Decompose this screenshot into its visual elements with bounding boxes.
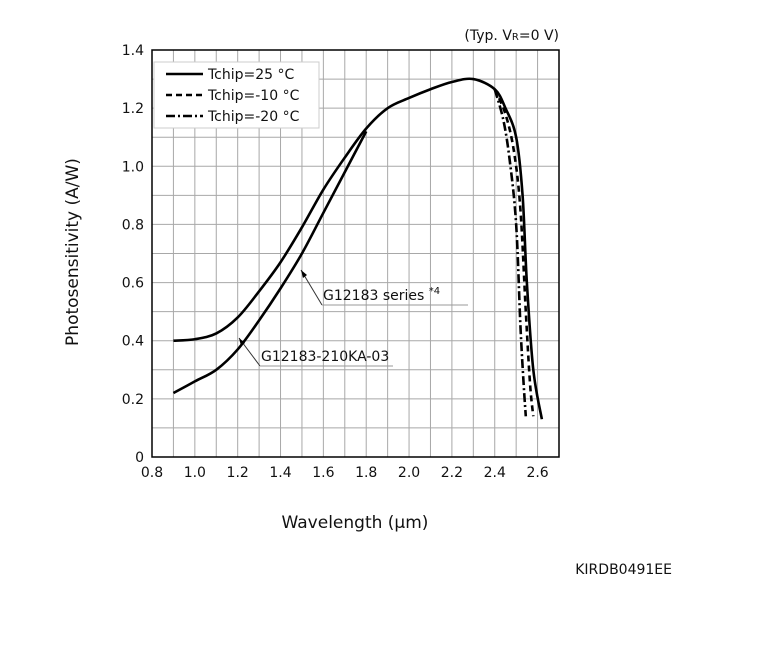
legend-item-minus20c: Tchip=-20 °C	[166, 109, 300, 125]
series-lines	[172, 77, 544, 420]
series-line-0	[173, 77, 544, 420]
y-tick-label: 0.8	[122, 217, 144, 233]
x-tick-label: 2.0	[398, 465, 420, 481]
series-line-3	[493, 88, 528, 417]
y-tick-label: 1.4	[122, 43, 144, 59]
x-axis-label: Wavelength (μm)	[282, 513, 429, 533]
y-axis-label: Photosensitivity (A/W)	[63, 158, 83, 346]
y-tick-label: 0.4	[122, 334, 144, 350]
y-tick-label: 0	[135, 450, 144, 466]
y-tick-labels: 0 0.2 0.4 0.6 0.8 1.0 1.2 1.4	[122, 43, 144, 466]
y-tick-label: 1.0	[122, 159, 144, 175]
annotation-label-series: G12183 series *4	[323, 286, 440, 304]
plot-frame	[151, 49, 560, 458]
y-tick-label: 0.2	[122, 392, 144, 408]
y-tick-label: 1.2	[122, 101, 144, 117]
x-tick-label: 0.8	[141, 465, 163, 481]
y-tick-label: 0.6	[122, 276, 144, 292]
x-tick-label: 1.8	[355, 465, 377, 481]
typ-note: (Typ. VR=0 V)	[464, 28, 559, 44]
arrowhead-icon	[301, 270, 307, 278]
legend-label-minus20c: Tchip=-20 °C	[207, 109, 300, 125]
arrowhead-icon	[239, 338, 245, 346]
legend-item-25c: Tchip=25 °C	[166, 67, 295, 83]
legend-label-25c: Tchip=25 °C	[207, 67, 295, 83]
legend-label-minus10c: Tchip=-10 °C	[207, 88, 300, 104]
x-tick-label: 1.6	[312, 465, 334, 481]
plot-border	[151, 49, 560, 458]
annotation-model: G12183-210KA-03	[238, 337, 393, 367]
x-tick-labels: 0.8 1.0 1.2 1.4 1.6 1.8 2.0 2.2 2.4 2.6	[141, 465, 549, 481]
x-tick-label: 1.2	[227, 465, 249, 481]
x-tick-label: 2.2	[441, 465, 463, 481]
x-tick-label: 2.4	[484, 465, 506, 481]
x-tick-label: 1.4	[269, 465, 291, 481]
x-tick-label: 2.6	[526, 465, 548, 481]
annotation-series: G12183 series *4	[300, 269, 468, 306]
x-tick-label: 1.0	[184, 465, 206, 481]
figure-code: KIRDB0491EE	[575, 562, 672, 578]
series-line-1	[172, 130, 368, 395]
series-line-2	[493, 88, 535, 417]
annotation-label-model: G12183-210KA-03	[261, 349, 389, 365]
legend-item-minus10c: Tchip=-10 °C	[166, 88, 300, 104]
